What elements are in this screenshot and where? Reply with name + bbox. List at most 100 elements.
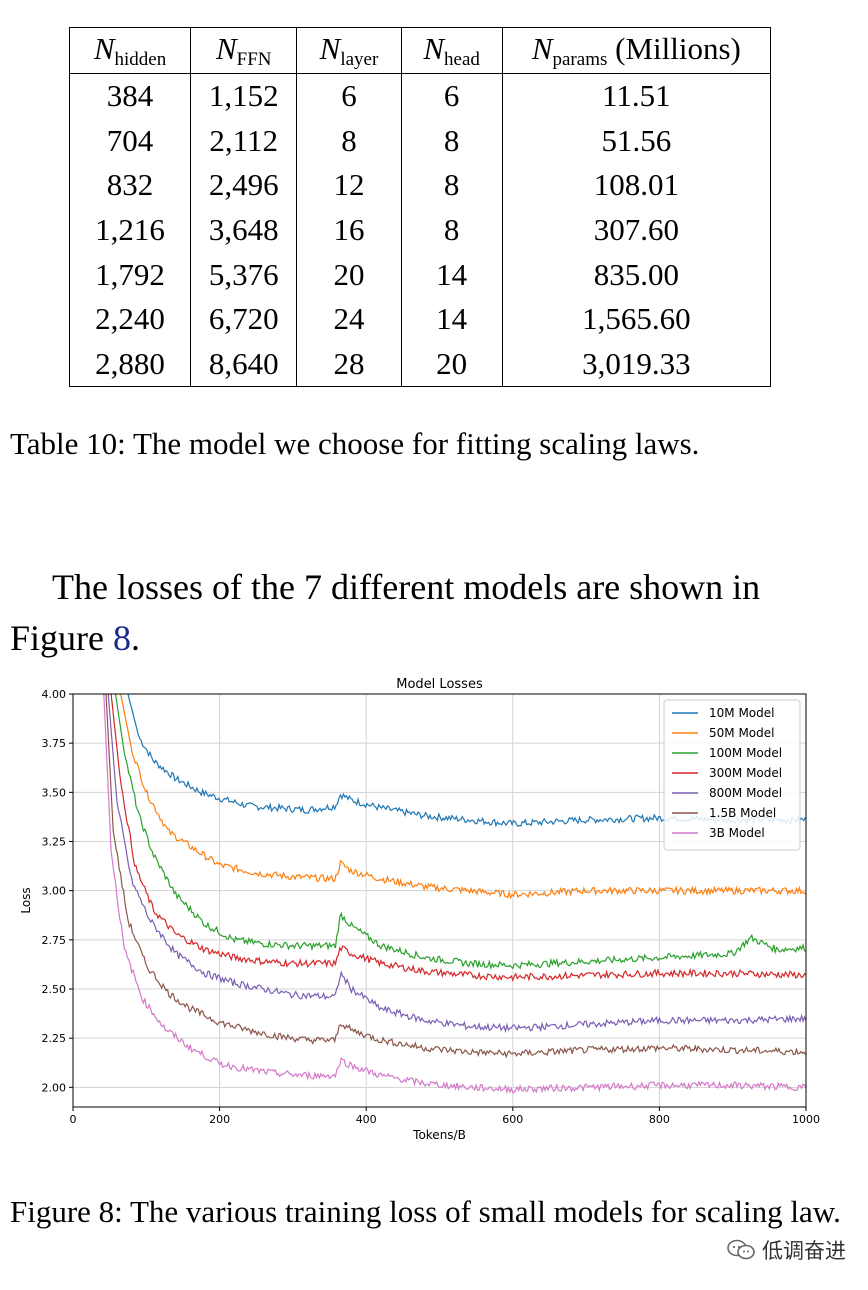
table-cell: 704 [68, 118, 192, 164]
watermark: 低调奋进 [726, 1235, 846, 1265]
table-cell: 16 [296, 207, 402, 253]
series-line [103, 694, 806, 1095]
x-tick-label: 400 [356, 1113, 377, 1126]
table-cell: 20 [400, 341, 503, 388]
y-tick-label: 3.75 [42, 737, 67, 750]
table-cell: 8,640 [190, 341, 298, 388]
paragraph-end: . [131, 618, 140, 658]
table-cell: 1,216 [68, 207, 192, 253]
series-line [120, 694, 806, 900]
table-cell: 3,648 [190, 207, 298, 253]
table-cell: 2,880 [68, 341, 192, 388]
y-tick-label: 2.75 [42, 934, 67, 947]
table-cell: 8 [296, 118, 402, 164]
table-row: 704 2,112 8 8 51.56 [68, 118, 772, 164]
y-axis-label: Loss [19, 887, 33, 913]
legend-label: 100M Model [709, 746, 782, 760]
x-tick-label: 200 [209, 1113, 230, 1126]
y-tick-label: 3.50 [42, 786, 67, 799]
table-header: Nhidden NFFN Nlayer Nhead Nparams (Millions) [68, 27, 772, 74]
column-header-hidden: Nhidden [68, 27, 192, 74]
table-cell: 108.01 [501, 163, 772, 208]
header-symbol: N [319, 30, 341, 66]
column-header-FFN: NFFN [190, 27, 298, 74]
column-header-layer: Nlayer [296, 27, 402, 74]
table-cell: 8 [400, 118, 503, 164]
table-row: 384 1,152 6 6 11.51 [68, 73, 772, 119]
table-cell: 6 [400, 73, 503, 119]
table-row: 2,880 8,640 28 20 3,019.33 [68, 341, 772, 388]
header-subscript: head [444, 48, 480, 70]
table-cell: 24 [296, 296, 402, 342]
legend-label: 300M Model [709, 766, 782, 780]
legend-label: 800M Model [709, 786, 782, 800]
series-line [105, 694, 806, 1059]
table-cell: 14 [400, 252, 503, 297]
table-cell: 2,496 [190, 163, 298, 208]
column-header-params: Nparams (Millions) [501, 27, 772, 74]
header-symbol: N [93, 30, 115, 66]
header-subscript: FFN [236, 48, 272, 70]
y-tick-label: 2.00 [42, 1081, 67, 1094]
legend-label: 10M Model [709, 706, 774, 720]
table-cell: 8 [400, 163, 503, 208]
table-cell: 3,019.33 [501, 341, 772, 388]
x-tick-label: 0 [70, 1113, 77, 1126]
figure-caption: Figure 8: The various training loss of s… [10, 1194, 841, 1229]
watermark-text: 低调奋进 [762, 1239, 846, 1263]
table-cell: 307.60 [501, 207, 772, 253]
wechat-icon [727, 1239, 755, 1260]
table-row: 1,216 3,648 16 8 307.60 [68, 207, 772, 253]
table-cell: 6 [296, 73, 402, 119]
table-cell: 2,112 [190, 118, 298, 164]
paragraph-text: The losses of the 7 different models are… [10, 567, 761, 658]
table-cell: 20 [296, 252, 402, 297]
table-cell: 835.00 [501, 252, 772, 297]
header-subscript: hidden [114, 48, 167, 70]
table-cell: 1,152 [190, 73, 298, 119]
table-cell: 12 [296, 163, 402, 208]
table-body: 384 1,152 6 6 11.51 704 2,112 8 8 51.56 832 2,496 12… [68, 73, 772, 388]
table-cell: 5,376 [190, 252, 298, 297]
legend-label: 1.5B Model [709, 806, 776, 820]
table-cell: 51.56 [501, 118, 772, 164]
table-cell: 832 [68, 163, 192, 208]
series-line [114, 694, 806, 970]
table-caption: Table 10: The model we choose for fittin… [10, 426, 700, 461]
x-tick-label: 800 [649, 1113, 670, 1126]
figure-reference-link[interactable]: 8 [113, 618, 131, 658]
y-tick-label: 3.00 [42, 885, 67, 898]
x-tick-label: 1000 [792, 1113, 820, 1126]
table-cell: 384 [68, 73, 192, 119]
column-header-head: Nhead [400, 27, 503, 74]
table-cell: 1,565.60 [501, 296, 772, 342]
y-tick-label: 2.25 [42, 1032, 67, 1045]
plot-frame [72, 693, 807, 1108]
header-suffix: (Millions) [607, 30, 741, 66]
body-paragraph: The losses of the 7 different models are… [10, 562, 840, 664]
series-line [107, 694, 806, 1034]
table-cell: 1,792 [68, 252, 192, 297]
header-symbol: N [423, 30, 445, 66]
x-axis-label: Tokens/B [412, 1128, 466, 1142]
table-row: 1,792 5,376 20 14 835.00 [68, 252, 772, 297]
table-cell: 6,720 [190, 296, 298, 342]
model-config-table: Nhidden NFFN Nlayer Nhead Nparams (Millions)… [68, 27, 772, 388]
loss-chart: 0 200 400 600 800 1000 2.00 2.25 2.50 2.75 3.00 3.2… [19, 677, 820, 1142]
series-line [110, 694, 806, 982]
table-cell: 11.51 [501, 73, 772, 119]
x-tick-label: 600 [502, 1113, 523, 1126]
y-tick-label: 4.00 [42, 688, 67, 701]
table-cell: 28 [296, 341, 402, 388]
chart-title: Model Losses [396, 677, 483, 692]
y-tick-label: 3.25 [42, 836, 67, 849]
header-symbol: N [531, 30, 553, 66]
table-cell: 2,240 [68, 296, 192, 342]
header-subscript: params [552, 48, 608, 70]
table-cell: 14 [400, 296, 503, 342]
header-subscript: layer [340, 48, 379, 70]
y-tick-label: 2.50 [42, 983, 67, 996]
table-cell: 8 [400, 207, 503, 253]
table-row: 832 2,496 12 8 108.01 [68, 163, 772, 208]
header-symbol: N [215, 30, 237, 66]
